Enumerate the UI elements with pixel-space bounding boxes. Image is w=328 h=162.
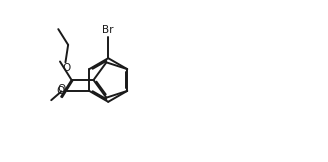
Text: O: O: [57, 84, 65, 94]
Text: Br: Br: [102, 24, 114, 35]
Text: O: O: [62, 63, 70, 73]
Text: O: O: [56, 86, 64, 96]
